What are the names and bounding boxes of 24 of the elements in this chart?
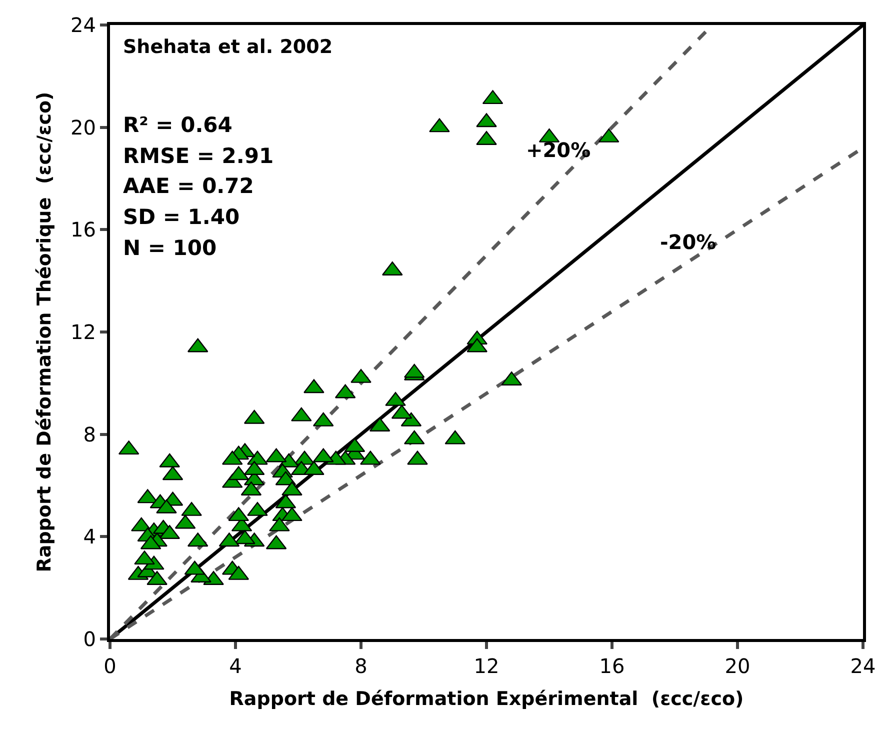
annotation: -20% [660, 230, 716, 254]
y-tick-label: 16 [70, 218, 96, 242]
y-tick-label: 0 [83, 627, 96, 651]
annotation: SD = 1.40 [123, 205, 240, 229]
x-tick-label: 8 [354, 654, 368, 678]
x-tick-label: 16 [599, 654, 625, 678]
x-tick-label: 4 [229, 654, 242, 678]
y-tick-label: 20 [70, 115, 96, 140]
annotation: Shehata et al. 2002 [123, 36, 333, 58]
y-axis-title: Rapport de Déformation Théorique (εcc/εco) [33, 92, 56, 572]
y-tick-label: 8 [83, 422, 96, 446]
annotation: R² = 0.64 [123, 113, 232, 137]
y-tick-label: 24 [70, 13, 96, 37]
x-axis-title: Rapport de Déformation Expérimental (εcc/εco) [229, 688, 744, 710]
x-tick-label: 24 [850, 654, 876, 678]
annotation: AAE = 0.72 [123, 174, 254, 198]
annotation: +20% [526, 138, 591, 162]
y-tick-label: 12 [70, 320, 96, 344]
x-tick-label: 0 [104, 654, 116, 678]
y-tick-label: 4 [83, 524, 96, 549]
x-tick-label: 20 [724, 654, 750, 678]
annotation: N = 100 [123, 236, 217, 260]
x-tick-label: 12 [474, 654, 500, 678]
annotation: RMSE = 2.91 [123, 144, 274, 168]
